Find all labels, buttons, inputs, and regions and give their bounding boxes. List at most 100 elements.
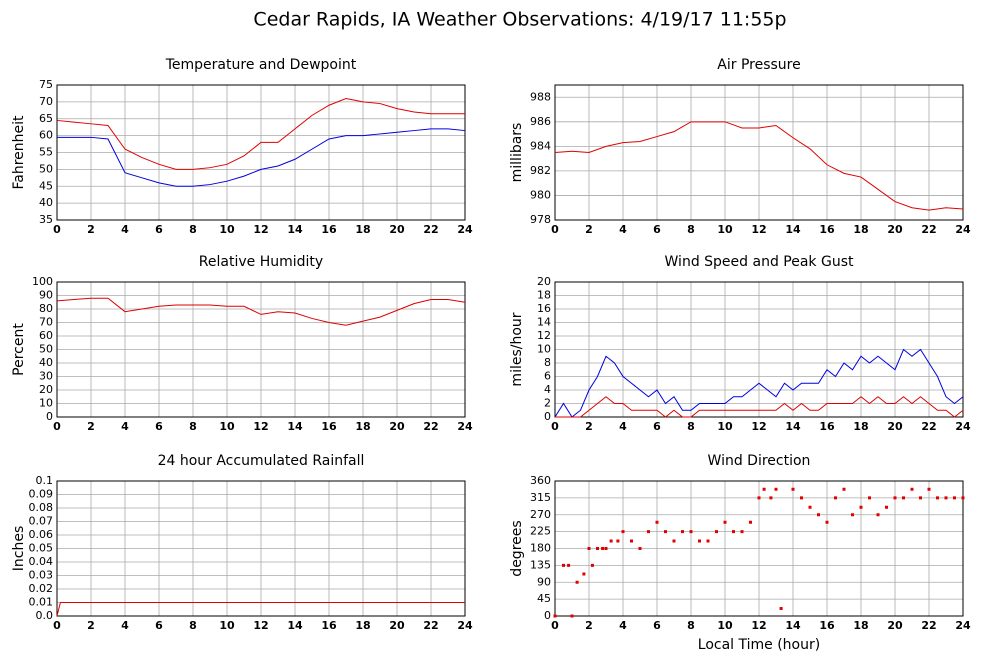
data-point	[575, 580, 579, 584]
x-tick-label: 0	[551, 619, 559, 632]
data-point	[681, 530, 684, 534]
data-point	[769, 496, 773, 500]
x-tick-label: 16	[819, 223, 835, 236]
x-tick-label: 6	[155, 420, 163, 433]
x-tick-label: 24	[955, 223, 971, 236]
y-tick-label: 988	[530, 90, 551, 103]
data-point	[762, 487, 766, 491]
x-tick-label: 2	[585, 223, 593, 236]
x-tick-label: 14	[785, 420, 801, 433]
y-tick-label: 0.06	[29, 528, 54, 541]
y-tick-label: 80	[39, 302, 53, 315]
data-line	[56, 602, 465, 617]
panel-title: Air Pressure	[717, 57, 800, 73]
x-tick-label: 18	[853, 223, 868, 236]
x-tick-label: 12	[253, 619, 268, 632]
y-tick-label: 70	[39, 95, 53, 108]
data-point	[774, 487, 778, 491]
x-tick-label: 0	[53, 619, 61, 632]
y-tick-label: 0.08	[29, 501, 54, 514]
data-point	[834, 496, 837, 500]
data-point	[706, 539, 710, 543]
y-tick-label: 65	[39, 112, 53, 125]
data-point	[893, 496, 897, 500]
x-tick-label: 4	[619, 420, 627, 433]
x-tick-label: 20	[887, 619, 903, 632]
y-tick-label: 978	[530, 213, 551, 226]
data-point	[944, 496, 948, 500]
data-point	[817, 513, 820, 517]
data-point	[927, 487, 931, 491]
y-tick-label: 315	[530, 491, 551, 504]
data-point	[582, 572, 586, 576]
x-tick-label: 4	[121, 420, 129, 433]
data-line	[56, 97, 465, 170]
y-tick-label: 0.02	[29, 582, 54, 595]
y-axis-label: Fahrenheit	[11, 115, 27, 190]
x-tick-label: 14	[287, 420, 303, 433]
x-tick-label: 18	[355, 420, 370, 433]
y-tick-label: 30	[39, 370, 53, 383]
x-tick-label: 24	[955, 619, 971, 632]
data-point	[664, 530, 667, 534]
y-tick-label: 18	[537, 289, 551, 302]
x-tick-label: 20	[887, 420, 903, 433]
data-point	[609, 539, 613, 543]
x-tick-label: 8	[189, 619, 197, 632]
data-point	[655, 520, 659, 524]
x-tick-label: 16	[819, 619, 835, 632]
x-tick-label: 20	[887, 223, 903, 236]
x-tick-label: 10	[717, 420, 733, 433]
x-tick-label: 2	[87, 420, 95, 433]
y-tick-label: 0.0	[36, 609, 54, 622]
x-tick-label: 16	[321, 223, 337, 236]
y-tick-label: 0.04	[29, 555, 54, 568]
x-tick-label: 18	[853, 420, 868, 433]
x-tick-label: 10	[717, 223, 733, 236]
x-tick-label: 0	[53, 223, 61, 236]
y-tick-label: 135	[530, 558, 551, 571]
x-tick-label: 14	[785, 619, 801, 632]
y-tick-label: 100	[32, 275, 53, 288]
x-tick-label: 24	[457, 420, 473, 433]
panel-title: Wind Speed and Peak Gust	[665, 254, 854, 270]
data-point	[902, 496, 905, 500]
y-tick-label: 14	[537, 316, 551, 329]
panel-title: Wind Direction	[708, 453, 811, 469]
plot-border	[56, 281, 466, 418]
data-point	[851, 513, 854, 517]
data-point	[715, 530, 718, 534]
data-point	[698, 539, 701, 543]
data-point	[808, 505, 812, 509]
y-tick-label: 270	[530, 508, 551, 521]
y-tick-label: 0	[46, 410, 53, 423]
x-tick-label: 4	[619, 619, 627, 632]
x-tick-label: 16	[819, 420, 835, 433]
y-tick-label: 982	[530, 164, 551, 177]
x-tick-label: 24	[955, 420, 971, 433]
x-tick-label: 18	[853, 619, 868, 632]
data-point	[596, 547, 599, 550]
x-tick-label: 10	[219, 420, 235, 433]
data-line	[554, 348, 964, 418]
plot-border	[554, 480, 964, 617]
y-tick-label: 0	[544, 410, 551, 423]
y-tick-label: 35	[39, 213, 53, 226]
data-point	[953, 496, 956, 500]
data-point	[689, 530, 693, 534]
data-point	[587, 547, 591, 550]
data-point	[621, 530, 625, 534]
x-tick-label: 10	[717, 619, 733, 632]
x-axis-label: Local Time (hour)	[698, 637, 820, 653]
y-tick-label: 4	[544, 383, 551, 396]
x-tick-label: 12	[751, 223, 766, 236]
x-tick-label: 14	[287, 619, 303, 632]
x-tick-label: 12	[751, 619, 766, 632]
data-point	[630, 539, 633, 543]
y-tick-label: 75	[39, 78, 53, 91]
data-point	[672, 539, 676, 543]
y-tick-label: 50	[39, 343, 53, 356]
x-tick-label: 16	[321, 420, 337, 433]
x-tick-label: 6	[653, 223, 661, 236]
x-tick-label: 14	[287, 223, 303, 236]
